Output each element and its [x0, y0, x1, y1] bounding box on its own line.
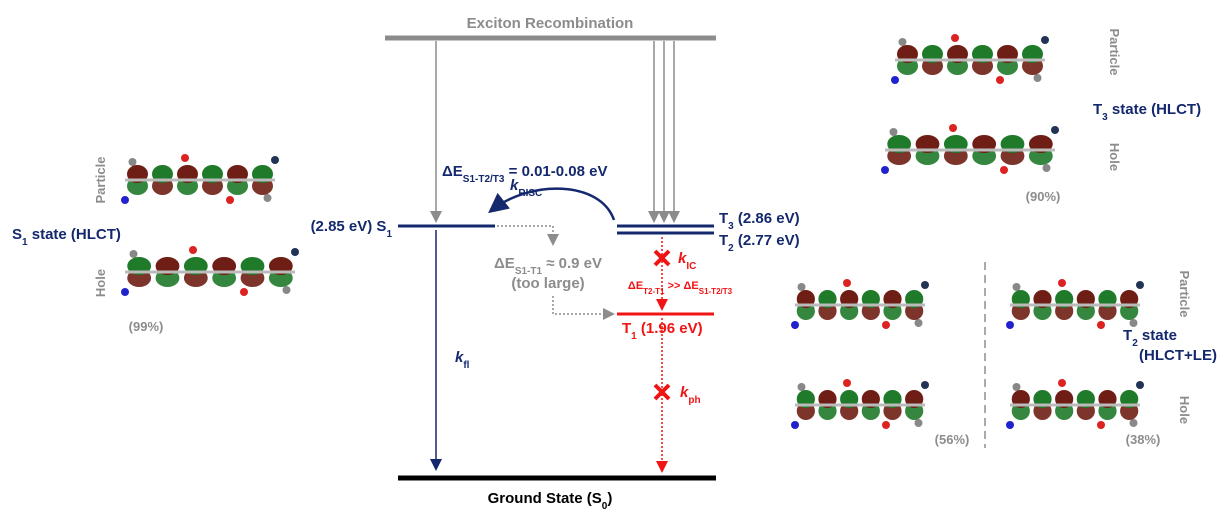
atom [843, 379, 851, 387]
atom [1006, 421, 1014, 429]
atom [1012, 383, 1021, 391]
atom [791, 421, 799, 429]
blocked-mark [653, 249, 671, 267]
hole-label: Hole [93, 269, 108, 297]
atom [1051, 126, 1059, 134]
gap-small: ΔES1-T2/T3 = 0.01-0.08 eV [442, 163, 607, 185]
t3-label: T3 (2.86 eV) [719, 210, 800, 232]
atom [282, 286, 291, 294]
atom [1129, 419, 1138, 427]
atom [921, 281, 929, 289]
atom [891, 76, 899, 84]
atom [1136, 281, 1144, 289]
atom [882, 321, 890, 329]
atom [797, 383, 806, 391]
atom [1041, 36, 1049, 44]
ground-label: Ground State (S0) [488, 490, 613, 510]
atom [996, 76, 1004, 84]
blocked-mark [653, 383, 671, 401]
atom [914, 419, 923, 427]
atom [1012, 283, 1021, 291]
particle-label: Particle [1107, 29, 1122, 76]
atom [949, 124, 957, 132]
ic-condition: ΔET2-T1 >> ΔES1-T2/T3 [628, 280, 733, 296]
atom [226, 196, 234, 204]
title: Exciton Recombination [467, 15, 634, 32]
hole-label: Hole [1177, 396, 1192, 424]
atom [882, 421, 890, 429]
atom [1000, 166, 1008, 174]
atom [881, 166, 889, 174]
atom [1058, 279, 1066, 287]
atom [240, 288, 248, 296]
atom [1129, 319, 1138, 327]
atom [921, 381, 929, 389]
atom [291, 248, 299, 256]
risc-label: kRISC [510, 177, 542, 199]
atom [121, 288, 129, 296]
atom [1058, 379, 1066, 387]
s1-label: (2.85 eV) S1 [311, 218, 393, 240]
t1-label: T1 (1.96 eV) [622, 320, 703, 342]
atom [1033, 74, 1042, 82]
atom [1042, 164, 1051, 172]
particle-label: Particle [93, 157, 108, 204]
contribution: (99%) [129, 319, 164, 334]
atom [889, 128, 898, 136]
atom [951, 34, 959, 42]
risc-arrow [488, 187, 616, 221]
gap-arrow [552, 296, 615, 320]
s1-state: S1 state (HLCT) [12, 226, 121, 248]
contribution: (90%) [1026, 189, 1061, 204]
atom [129, 250, 138, 258]
gap-large: ΔES1-T1 ≈ 0.9 eV [494, 255, 602, 277]
ic-label: kIC [678, 250, 696, 272]
atom [797, 283, 806, 291]
atom [189, 246, 197, 254]
t2-label: T2 (2.77 eV) [719, 232, 800, 254]
hole-label: Hole [1107, 143, 1122, 171]
atom [791, 321, 799, 329]
ph-label: kph [680, 384, 701, 406]
atom [128, 158, 137, 166]
contribution: (56%) [935, 432, 970, 447]
atom [1097, 321, 1105, 329]
t2-state-desc: (HLCT+LE) [1139, 347, 1217, 364]
gap-arrow [497, 225, 559, 246]
atom [914, 319, 923, 327]
t2-state: T2 state [1123, 327, 1177, 349]
atom [181, 154, 189, 162]
atom [121, 196, 129, 204]
particle-label: Particle [1177, 271, 1192, 318]
atom [1006, 321, 1014, 329]
gap-note: (too large) [511, 275, 584, 292]
atom [271, 156, 279, 164]
t3-state: T3 state (HLCT) [1093, 101, 1201, 123]
atom [898, 38, 907, 46]
fl-label: kfl [455, 349, 470, 371]
atom [843, 279, 851, 287]
atom [263, 194, 272, 202]
atom [1097, 421, 1105, 429]
atom [1136, 381, 1144, 389]
contribution: (38%) [1126, 432, 1161, 447]
